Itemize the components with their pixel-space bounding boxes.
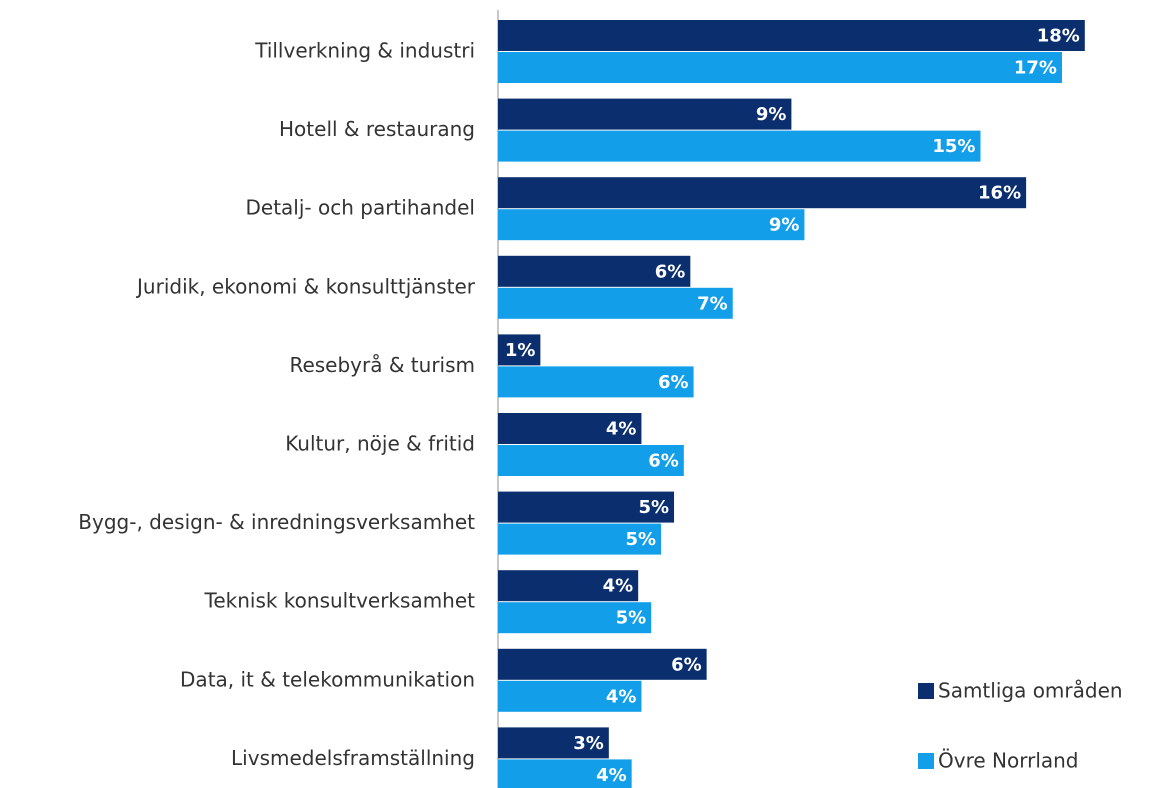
value-label: 4% bbox=[603, 576, 634, 597]
bar bbox=[498, 680, 642, 712]
value-label: 5% bbox=[638, 497, 669, 518]
bar bbox=[498, 445, 684, 476]
legend-label: Övre Norrland bbox=[938, 749, 1079, 773]
value-label: 18% bbox=[1037, 26, 1080, 47]
value-label: 4% bbox=[606, 686, 637, 707]
value-label: 5% bbox=[616, 608, 647, 629]
category-label: Juridik, ekonomi & konsulttjänster bbox=[135, 274, 476, 298]
category-label: Livsmedelsframställning bbox=[231, 746, 475, 770]
value-label: 6% bbox=[671, 654, 702, 675]
category-label: Teknisk konsultverksamhet bbox=[204, 589, 476, 613]
category-label: Tillverkning & industri bbox=[254, 39, 475, 63]
bar bbox=[498, 523, 661, 555]
value-label: 1% bbox=[505, 340, 536, 361]
legend-label: Samtliga områden bbox=[938, 679, 1123, 703]
bar bbox=[498, 727, 609, 759]
bar bbox=[498, 52, 1062, 83]
bar bbox=[498, 177, 1027, 209]
value-label: 9% bbox=[769, 215, 800, 236]
bar bbox=[498, 648, 707, 680]
bar bbox=[498, 334, 541, 366]
bar bbox=[498, 570, 639, 602]
category-label: Hotell & restaurang bbox=[279, 117, 475, 141]
bar bbox=[498, 366, 694, 398]
value-label: 6% bbox=[655, 261, 686, 282]
bar bbox=[498, 413, 642, 444]
value-label: 3% bbox=[573, 733, 604, 754]
value-label: 6% bbox=[648, 451, 679, 472]
legend-swatch bbox=[918, 753, 934, 769]
value-label: 17% bbox=[1014, 58, 1057, 79]
value-label: 6% bbox=[658, 372, 689, 393]
value-label: 9% bbox=[756, 104, 787, 125]
value-label: 7% bbox=[697, 293, 728, 314]
legend-swatch bbox=[918, 683, 934, 699]
category-label: Bygg-, design- & inredningsverksamhet bbox=[78, 510, 475, 534]
category-label: Resebyrå & turism bbox=[289, 353, 475, 377]
value-label: 16% bbox=[978, 183, 1021, 204]
bar bbox=[498, 759, 632, 788]
category-label: Kultur, nöje & fritid bbox=[285, 432, 475, 456]
bar bbox=[498, 255, 691, 287]
bar bbox=[498, 98, 792, 130]
bar bbox=[498, 491, 675, 523]
bar bbox=[498, 209, 805, 241]
bar bbox=[498, 602, 652, 634]
value-label: 4% bbox=[606, 419, 637, 440]
category-label: Detalj- och partihandel bbox=[246, 196, 476, 220]
value-label: 4% bbox=[596, 765, 627, 786]
bar bbox=[498, 287, 733, 319]
bar bbox=[498, 20, 1085, 51]
value-label: 15% bbox=[932, 136, 975, 157]
value-label: 5% bbox=[625, 529, 656, 550]
category-label: Data, it & telekommunikation bbox=[180, 667, 475, 691]
bar bbox=[498, 130, 981, 162]
